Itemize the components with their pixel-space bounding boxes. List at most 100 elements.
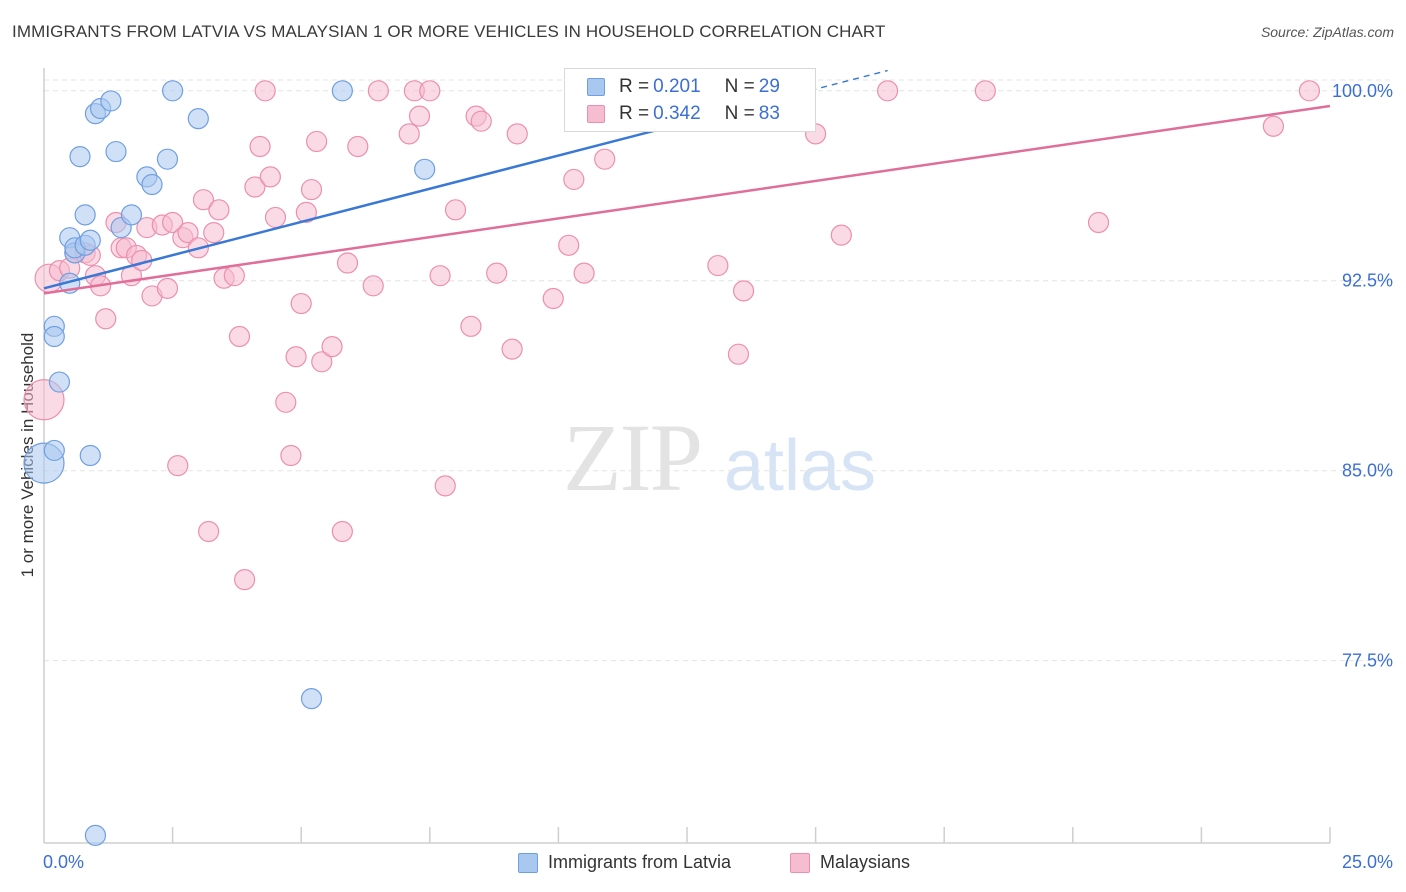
y-tick-label: 85.0% [1342,461,1393,481]
legend-n-label: N = [724,76,755,97]
malaysians-point [429,265,451,287]
malaysians-point [362,275,384,297]
latvia-point [141,173,163,196]
malaysians-point [877,80,899,102]
malaysians-point [228,325,251,348]
source-label: Source: ZipAtlas.com [1260,24,1394,40]
watermark-zip: ZIP [563,404,701,511]
malaysians-point [1087,211,1110,234]
latvia-point [74,204,96,226]
latvia-point [300,688,323,710]
malaysians-point [234,569,256,591]
malaysians-point [259,166,281,188]
x-tick-max: 25.0% [1341,852,1393,872]
latvia-point [84,824,107,847]
malaysians-point [208,199,230,221]
latvia-point [43,325,65,348]
malaysians-point [542,287,564,310]
malaysians-point [249,135,271,158]
latvia-point [187,108,209,130]
malaysians-point [347,135,369,158]
malaysians-point [460,315,482,337]
malaysians-point [444,199,467,221]
latvia-point [48,371,71,393]
malaysians-point [264,206,287,229]
legend-row-malaysians: R = 0.342 N = 83 [587,102,780,126]
malaysians-point [167,455,189,477]
malaysians-point [573,262,595,284]
malaysians-point [486,262,508,284]
malaysians-point [336,252,359,274]
trend-line-latvia-extension [810,69,888,92]
latvia-points [23,80,436,847]
malaysians-point [408,105,431,127]
malaysians-point [419,80,441,102]
malaysians-point [594,148,616,170]
malaysians-point [1262,115,1285,137]
malaysians-point [311,351,333,373]
malaysians-point [177,222,199,244]
latvia-point [156,148,179,170]
malaysians-point [830,224,852,246]
malaysians-point [331,520,353,543]
malaysians-point [367,80,389,102]
malaysians-point [198,520,220,543]
y-tick-label: 92.5% [1342,271,1393,291]
latvia-point [100,90,122,112]
malaysians-point [707,254,729,277]
malaysians-points [23,80,1321,591]
malaysians-point [727,343,750,365]
legend-row-latvia: R = 0.201 N = 29 [587,75,780,99]
malaysians-point [156,277,179,299]
malaysians-point [501,338,523,360]
series-swatch-latvia [518,852,538,873]
latvia-point [120,204,143,226]
legend-r-value: 0.201 [653,76,701,97]
malaysians-point [95,308,117,330]
series-label-latvia: Immigrants from Latvia [548,852,732,872]
malaysians-point [732,280,755,302]
correlation-legend: R = 0.201 N = 29 R = 0.342 N = 83 [564,68,816,132]
series-legend-malaysians[interactable]: Malaysians [790,852,910,873]
malaysians-point [244,176,266,198]
y-tick-label: 77.5% [1342,651,1393,671]
latvia-point [414,158,436,180]
malaysians-point [285,346,307,368]
malaysians-point [290,292,312,315]
legend-n-label: N = [724,103,755,124]
malaysians-point [300,178,323,201]
series-swatch-malaysians [790,852,810,873]
trend-line-malaysians [43,104,1331,295]
x-tick-min: 0.0% [43,852,85,872]
malaysians-point [558,234,580,256]
malaysians-point [280,444,302,467]
legend-r-value: 0.342 [653,103,701,124]
malaysians-point [254,80,276,102]
malaysians-point [434,475,456,497]
malaysians-point [295,201,317,223]
malaysians-point [275,391,297,413]
watermark: ZIP atlas [563,404,876,511]
series-label-malaysians: Malaysians [820,852,911,872]
malaysians-point [974,80,996,102]
latvia-point [162,80,184,102]
malaysians-point [1298,80,1321,102]
malaysians-point [306,130,328,153]
latvia-point [69,146,91,168]
legend-swatch-malaysians [587,105,605,123]
y-tick-labels: 100.0% 92.5% 85.0% 77.5% [1332,81,1393,671]
malaysians-point [506,123,528,145]
malaysians-point [192,189,215,211]
legend-r-label: R = [619,103,650,124]
series-legend: Immigrants from Latvia Malaysians [0,852,1406,878]
series-legend-latvia[interactable]: Immigrants from Latvia [518,852,731,873]
legend-n-value: 29 [758,76,780,97]
latvia-point [105,140,127,163]
legend-swatch-latvia [587,78,605,96]
chart-title: IMMIGRANTS FROM LATVIA VS MALAYSIAN 1 OR… [12,22,886,41]
legend-r-label: R = [619,76,650,97]
malaysians-point [398,123,420,145]
latvia-point [79,444,101,467]
malaysians-point [203,222,225,244]
